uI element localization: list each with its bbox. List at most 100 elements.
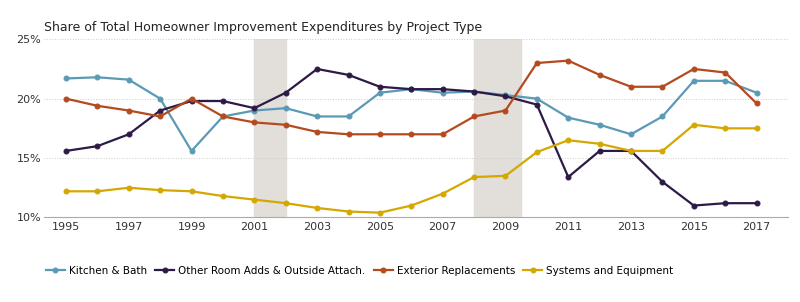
Line: Other Room Adds & Outside Attach.: Other Room Adds & Outside Attach. <box>63 66 759 208</box>
Systems and Equipment <box>155 188 165 192</box>
Exterior Replacements <box>721 71 730 74</box>
Kitchen & Bath <box>281 106 290 110</box>
Other Room Adds & Outside Attach. <box>375 85 385 88</box>
Exterior Replacements <box>658 85 667 88</box>
Systems and Equipment <box>406 204 416 207</box>
Exterior Replacements <box>470 115 479 118</box>
Systems and Equipment <box>93 189 102 193</box>
Legend: Kitchen & Bath, Other Room Adds & Outside Attach., Exterior Replacements, System: Kitchen & Bath, Other Room Adds & Outsid… <box>42 262 678 280</box>
Other Room Adds & Outside Attach. <box>312 67 322 71</box>
Exterior Replacements <box>532 61 542 65</box>
Kitchen & Bath <box>626 133 636 136</box>
Exterior Replacements <box>563 59 573 63</box>
Systems and Equipment <box>281 201 290 205</box>
Other Room Adds & Outside Attach. <box>155 109 165 112</box>
Other Room Adds & Outside Attach. <box>501 95 510 98</box>
Kitchen & Bath <box>563 116 573 120</box>
Other Room Adds & Outside Attach. <box>721 201 730 205</box>
Systems and Equipment <box>752 127 762 130</box>
Other Room Adds & Outside Attach. <box>124 133 134 136</box>
Systems and Equipment <box>563 138 573 142</box>
Line: Exterior Replacements: Exterior Replacements <box>63 58 759 137</box>
Kitchen & Bath <box>93 76 102 79</box>
Systems and Equipment <box>689 123 698 127</box>
Kitchen & Bath <box>250 109 259 112</box>
Other Room Adds & Outside Attach. <box>93 144 102 148</box>
Kitchen & Bath <box>186 149 196 153</box>
Exterior Replacements <box>312 130 322 134</box>
Exterior Replacements <box>124 109 134 112</box>
Exterior Replacements <box>155 115 165 118</box>
Exterior Replacements <box>218 115 228 118</box>
Kitchen & Bath <box>124 78 134 82</box>
Other Room Adds & Outside Attach. <box>689 204 698 207</box>
Systems and Equipment <box>250 198 259 201</box>
Line: Systems and Equipment: Systems and Equipment <box>63 122 759 215</box>
Exterior Replacements <box>406 133 416 136</box>
Exterior Replacements <box>689 67 698 71</box>
Bar <box>474 39 521 217</box>
Kitchen & Bath <box>470 90 479 93</box>
Systems and Equipment <box>124 186 134 190</box>
Systems and Equipment <box>186 189 196 193</box>
Other Room Adds & Outside Attach. <box>281 91 290 95</box>
Kitchen & Bath <box>752 91 762 95</box>
Exterior Replacements <box>626 85 636 88</box>
Exterior Replacements <box>250 120 259 124</box>
Other Room Adds & Outside Attach. <box>595 149 605 153</box>
Kitchen & Bath <box>658 115 667 118</box>
Kitchen & Bath <box>155 97 165 101</box>
Other Room Adds & Outside Attach. <box>61 149 70 153</box>
Other Room Adds & Outside Attach. <box>344 73 354 77</box>
Other Room Adds & Outside Attach. <box>218 99 228 103</box>
Kitchen & Bath <box>406 87 416 91</box>
Exterior Replacements <box>344 133 354 136</box>
Systems and Equipment <box>218 194 228 198</box>
Other Room Adds & Outside Attach. <box>752 201 762 205</box>
Kitchen & Bath <box>501 93 510 97</box>
Kitchen & Bath <box>721 79 730 83</box>
Systems and Equipment <box>375 211 385 214</box>
Kitchen & Bath <box>344 115 354 118</box>
Systems and Equipment <box>721 127 730 130</box>
Exterior Replacements <box>186 97 196 101</box>
Systems and Equipment <box>532 150 542 154</box>
Exterior Replacements <box>61 97 70 101</box>
Exterior Replacements <box>281 123 290 127</box>
Exterior Replacements <box>752 101 762 105</box>
Other Room Adds & Outside Attach. <box>470 90 479 93</box>
Other Room Adds & Outside Attach. <box>250 106 259 110</box>
Exterior Replacements <box>595 73 605 77</box>
Other Room Adds & Outside Attach. <box>186 99 196 103</box>
Systems and Equipment <box>658 149 667 153</box>
Kitchen & Bath <box>595 123 605 127</box>
Other Room Adds & Outside Attach. <box>406 87 416 91</box>
Kitchen & Bath <box>61 77 70 80</box>
Kitchen & Bath <box>312 115 322 118</box>
Other Room Adds & Outside Attach. <box>563 175 573 179</box>
Kitchen & Bath <box>218 115 228 118</box>
Systems and Equipment <box>438 192 447 195</box>
Other Room Adds & Outside Attach. <box>532 103 542 106</box>
Exterior Replacements <box>93 104 102 108</box>
Systems and Equipment <box>312 206 322 210</box>
Exterior Replacements <box>501 109 510 112</box>
Other Room Adds & Outside Attach. <box>438 87 447 91</box>
Line: Kitchen & Bath: Kitchen & Bath <box>63 75 759 153</box>
Systems and Equipment <box>595 142 605 146</box>
Kitchen & Bath <box>532 97 542 101</box>
Kitchen & Bath <box>438 91 447 95</box>
Systems and Equipment <box>61 189 70 193</box>
Kitchen & Bath <box>689 79 698 83</box>
Systems and Equipment <box>344 210 354 213</box>
Other Room Adds & Outside Attach. <box>626 149 636 153</box>
Other Room Adds & Outside Attach. <box>658 180 667 184</box>
Exterior Replacements <box>375 133 385 136</box>
Text: Share of Total Homeowner Improvement Expenditures by Project Type: Share of Total Homeowner Improvement Exp… <box>44 21 482 34</box>
Exterior Replacements <box>438 133 447 136</box>
Systems and Equipment <box>626 149 636 153</box>
Bar <box>254 39 286 217</box>
Systems and Equipment <box>470 175 479 179</box>
Systems and Equipment <box>501 174 510 178</box>
Kitchen & Bath <box>375 91 385 95</box>
